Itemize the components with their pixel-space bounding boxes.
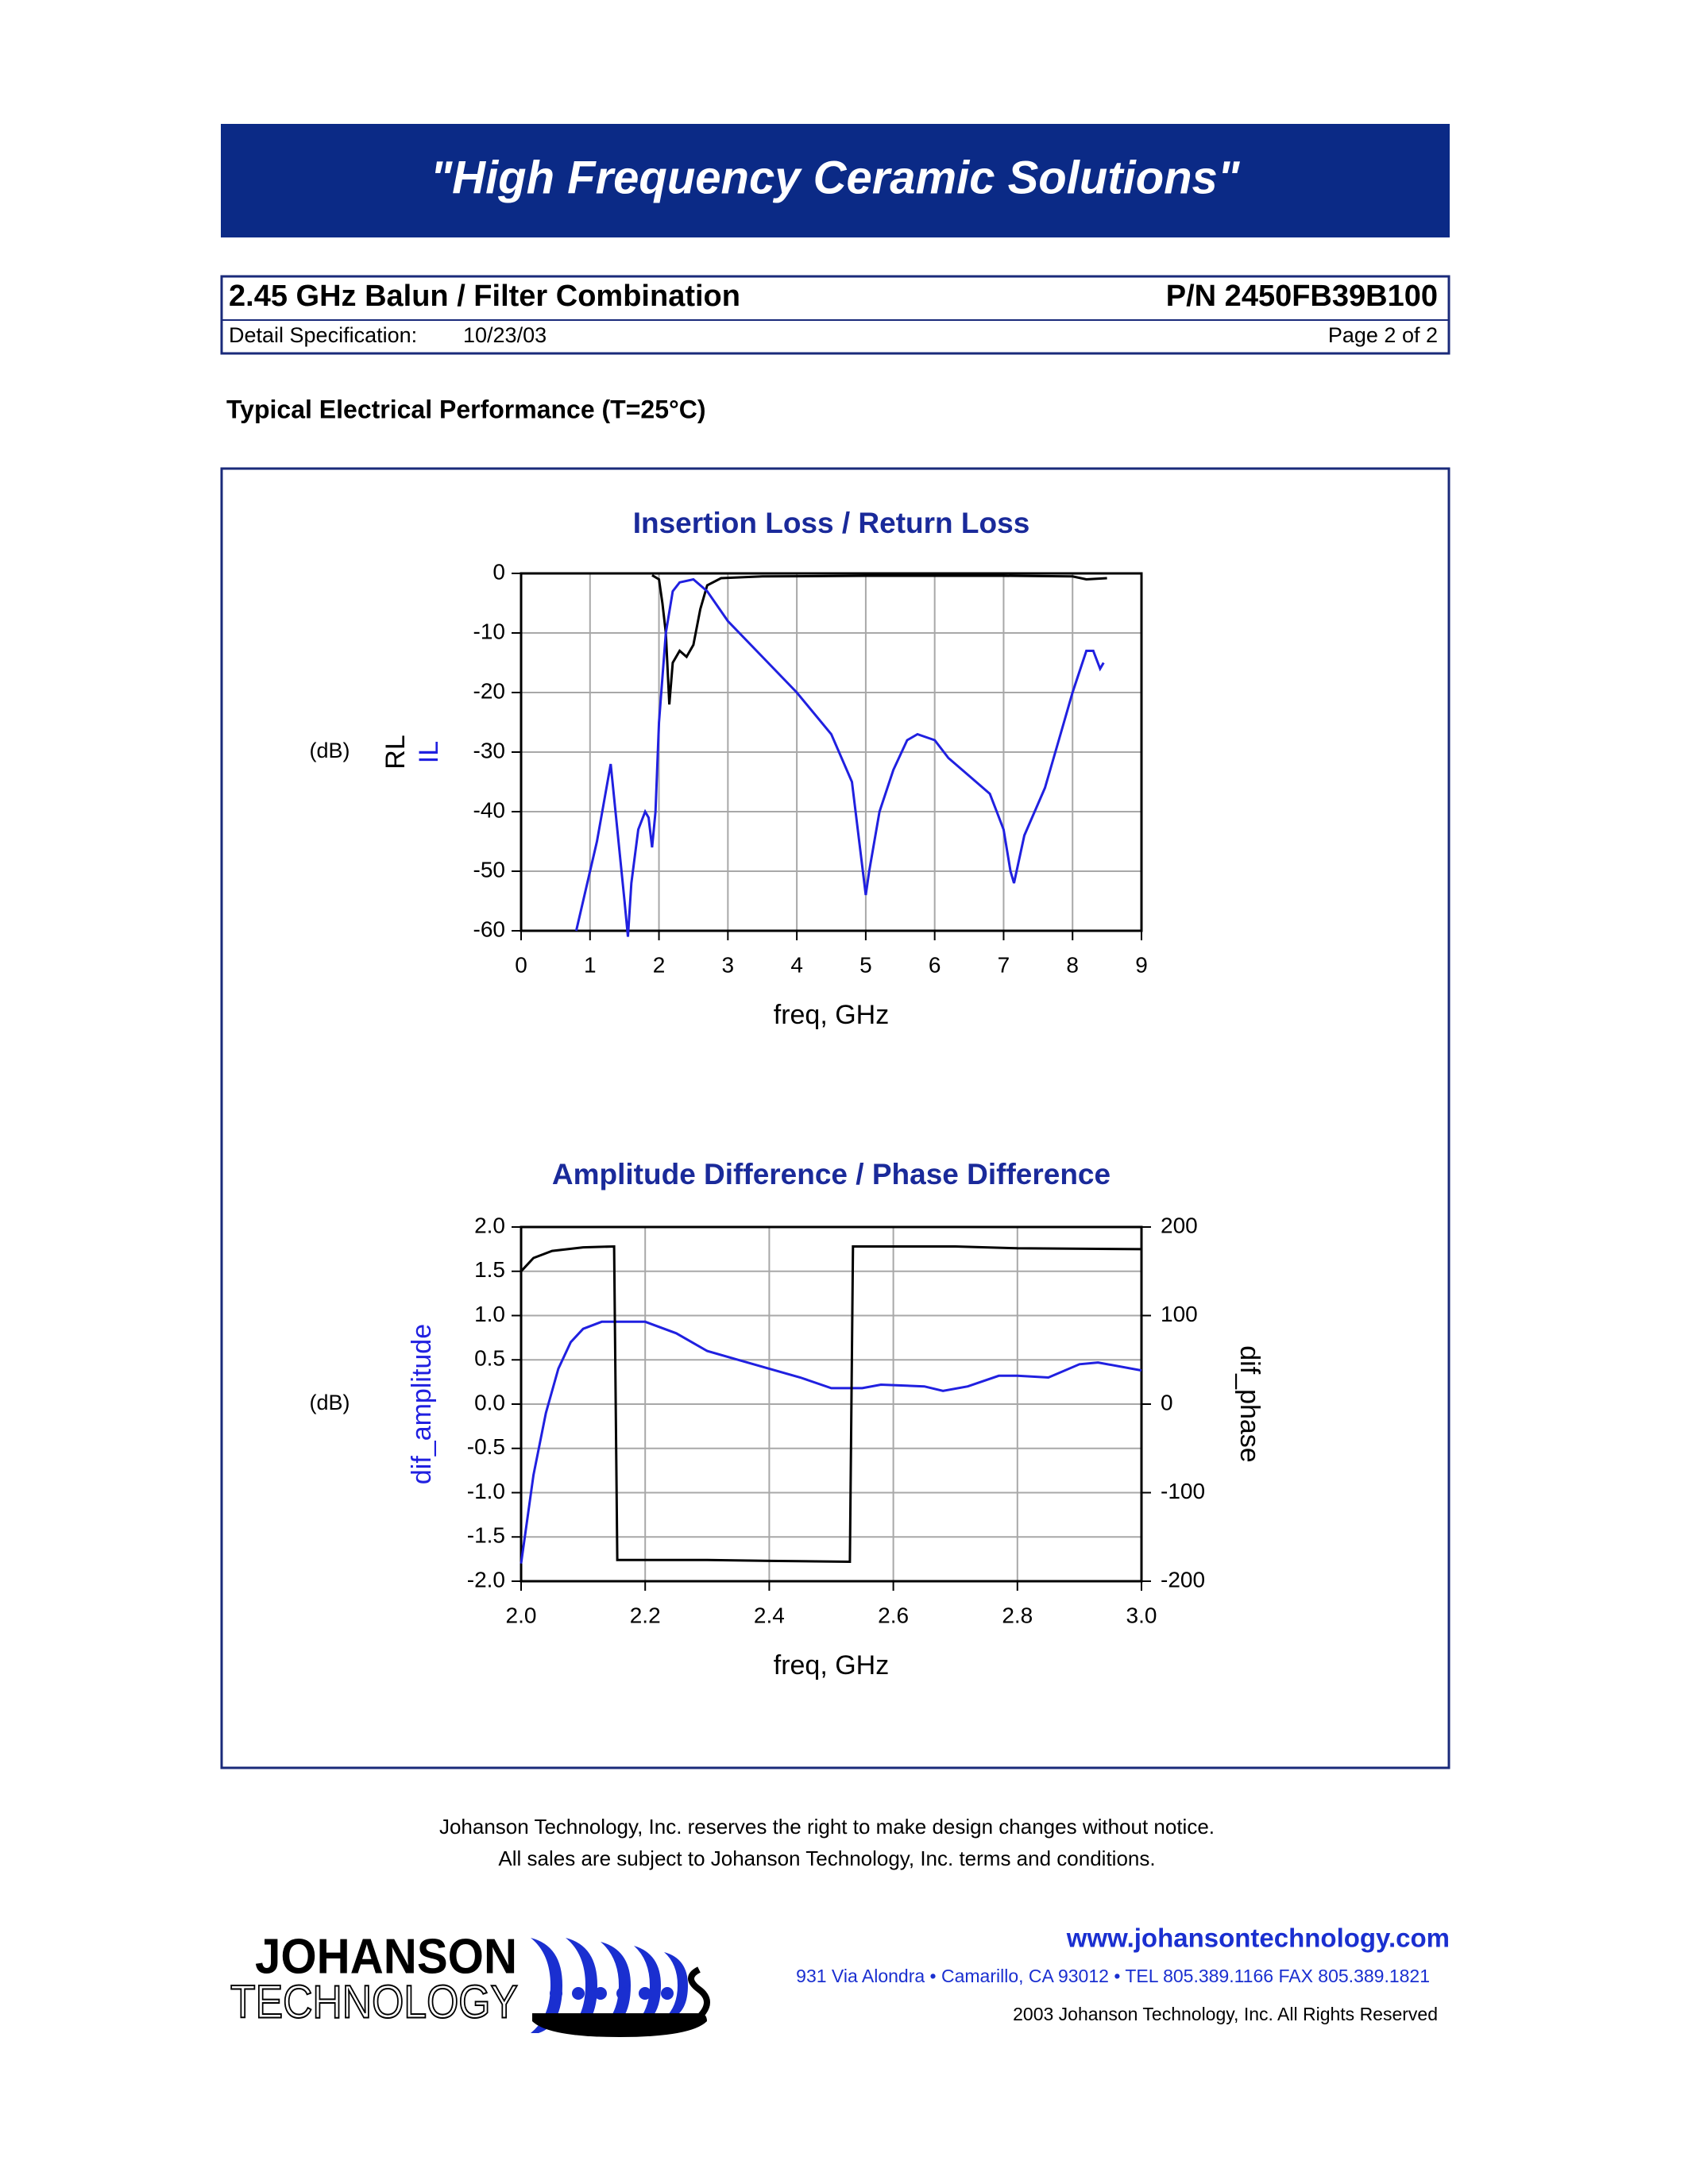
- y-tick-label: 1.5: [474, 1257, 505, 1282]
- detail-date: 10/23/03: [463, 323, 547, 347]
- series-label: dif_phase: [1234, 1345, 1265, 1462]
- x-axis-label: freq, GHz: [774, 1000, 889, 1030]
- y2-tick-label: 200: [1161, 1213, 1198, 1237]
- y-tick-label: -50: [473, 857, 505, 882]
- x-tick-label: 2: [653, 952, 666, 977]
- y-tick-label: 0.0: [474, 1390, 505, 1414]
- y-tick-label: -40: [473, 797, 505, 822]
- title-box: [220, 275, 1450, 355]
- logo-text: TECHNOLOGY: [230, 1976, 518, 2028]
- banner-title: "High Frequency Ceramic Solutions": [431, 152, 1241, 203]
- x-tick-label: 2.2: [630, 1603, 661, 1627]
- y-tick-label: -1.0: [467, 1479, 505, 1503]
- logo-mark: [531, 1938, 710, 2037]
- notice: Johanson Technology, Inc. reserves the r…: [439, 1815, 1215, 1839]
- y2-tick-label: 0: [1161, 1390, 1173, 1414]
- x-tick-label: 3: [722, 952, 735, 977]
- x-tick-label: 2.0: [506, 1603, 537, 1627]
- y-tick-label: -30: [473, 738, 505, 762]
- y2-tick-label: -100: [1161, 1479, 1205, 1503]
- chart-title: Amplitude Difference / Phase Difference: [552, 1158, 1111, 1190]
- y2-tick-label: -200: [1161, 1567, 1205, 1592]
- unit-label: (dB): [309, 739, 350, 762]
- part-number: P/N 2450FB39B100: [1166, 280, 1438, 313]
- y-tick-label: -1.5: [467, 1523, 505, 1548]
- unit-label: (dB): [309, 1391, 350, 1414]
- x-tick-label: 0: [515, 952, 527, 977]
- series-label: RL: [380, 735, 411, 769]
- x-tick-label: 8: [1066, 952, 1079, 977]
- page-number: Page 2 of 2: [1328, 323, 1438, 347]
- banner: [221, 124, 1450, 237]
- notice: All sales are subject to Johanson Techno…: [498, 1846, 1155, 1870]
- x-tick-label: 9: [1135, 952, 1148, 977]
- chart-title: Insertion Loss / Return Loss: [633, 507, 1030, 539]
- plot-area: [520, 1225, 1143, 1583]
- address: 931 Via Alondra • Camarillo, CA 93012 • …: [796, 1966, 1430, 1986]
- y-tick-label: -0.5: [467, 1434, 505, 1459]
- x-tick-label: 1: [584, 952, 597, 977]
- series-label: IL: [414, 741, 444, 763]
- y-tick-label: 2.0: [474, 1213, 505, 1237]
- y-tick-label: -2.0: [467, 1567, 505, 1592]
- y2-tick-label: 100: [1161, 1302, 1198, 1326]
- y-tick-label: 0: [492, 559, 505, 584]
- y-tick-label: -10: [473, 619, 505, 643]
- y-tick-label: -60: [473, 916, 505, 941]
- series-label: dif_amplitude: [407, 1324, 437, 1484]
- product-title: 2.45 GHz Balun / Filter Combination: [229, 280, 740, 313]
- x-tick-label: 5: [859, 952, 872, 977]
- y-tick-label: -20: [473, 678, 505, 703]
- x-tick-label: 3.0: [1126, 1603, 1157, 1627]
- detail-label: Detail Specification:: [229, 323, 417, 347]
- series-line: [574, 577, 1105, 937]
- series-line: [520, 1320, 1142, 1564]
- x-tick-label: 2.4: [754, 1603, 785, 1627]
- chart-frame: [220, 467, 1450, 1769]
- logo-text: JOHANSON: [255, 1929, 517, 1984]
- series-line: [651, 574, 1107, 705]
- plot-area: [520, 572, 1143, 932]
- url: www.johansontechnology.com: [1066, 1924, 1450, 1953]
- copyright: 2003 Johanson Technology, Inc. All Right…: [1013, 2004, 1438, 2024]
- y-tick-label: 0.5: [474, 1346, 505, 1371]
- x-tick-label: 7: [998, 952, 1010, 977]
- x-tick-label: 4: [790, 952, 803, 977]
- x-tick-label: 2.8: [1002, 1603, 1033, 1627]
- x-tick-label: 6: [929, 952, 941, 977]
- section-title: Typical Electrical Performance (T=25°C): [226, 395, 706, 423]
- series-line: [520, 1244, 1142, 1564]
- x-axis-label: freq, GHz: [774, 1650, 889, 1680]
- x-tick-label: 2.6: [878, 1603, 909, 1627]
- y-tick-label: 1.0: [474, 1302, 505, 1326]
